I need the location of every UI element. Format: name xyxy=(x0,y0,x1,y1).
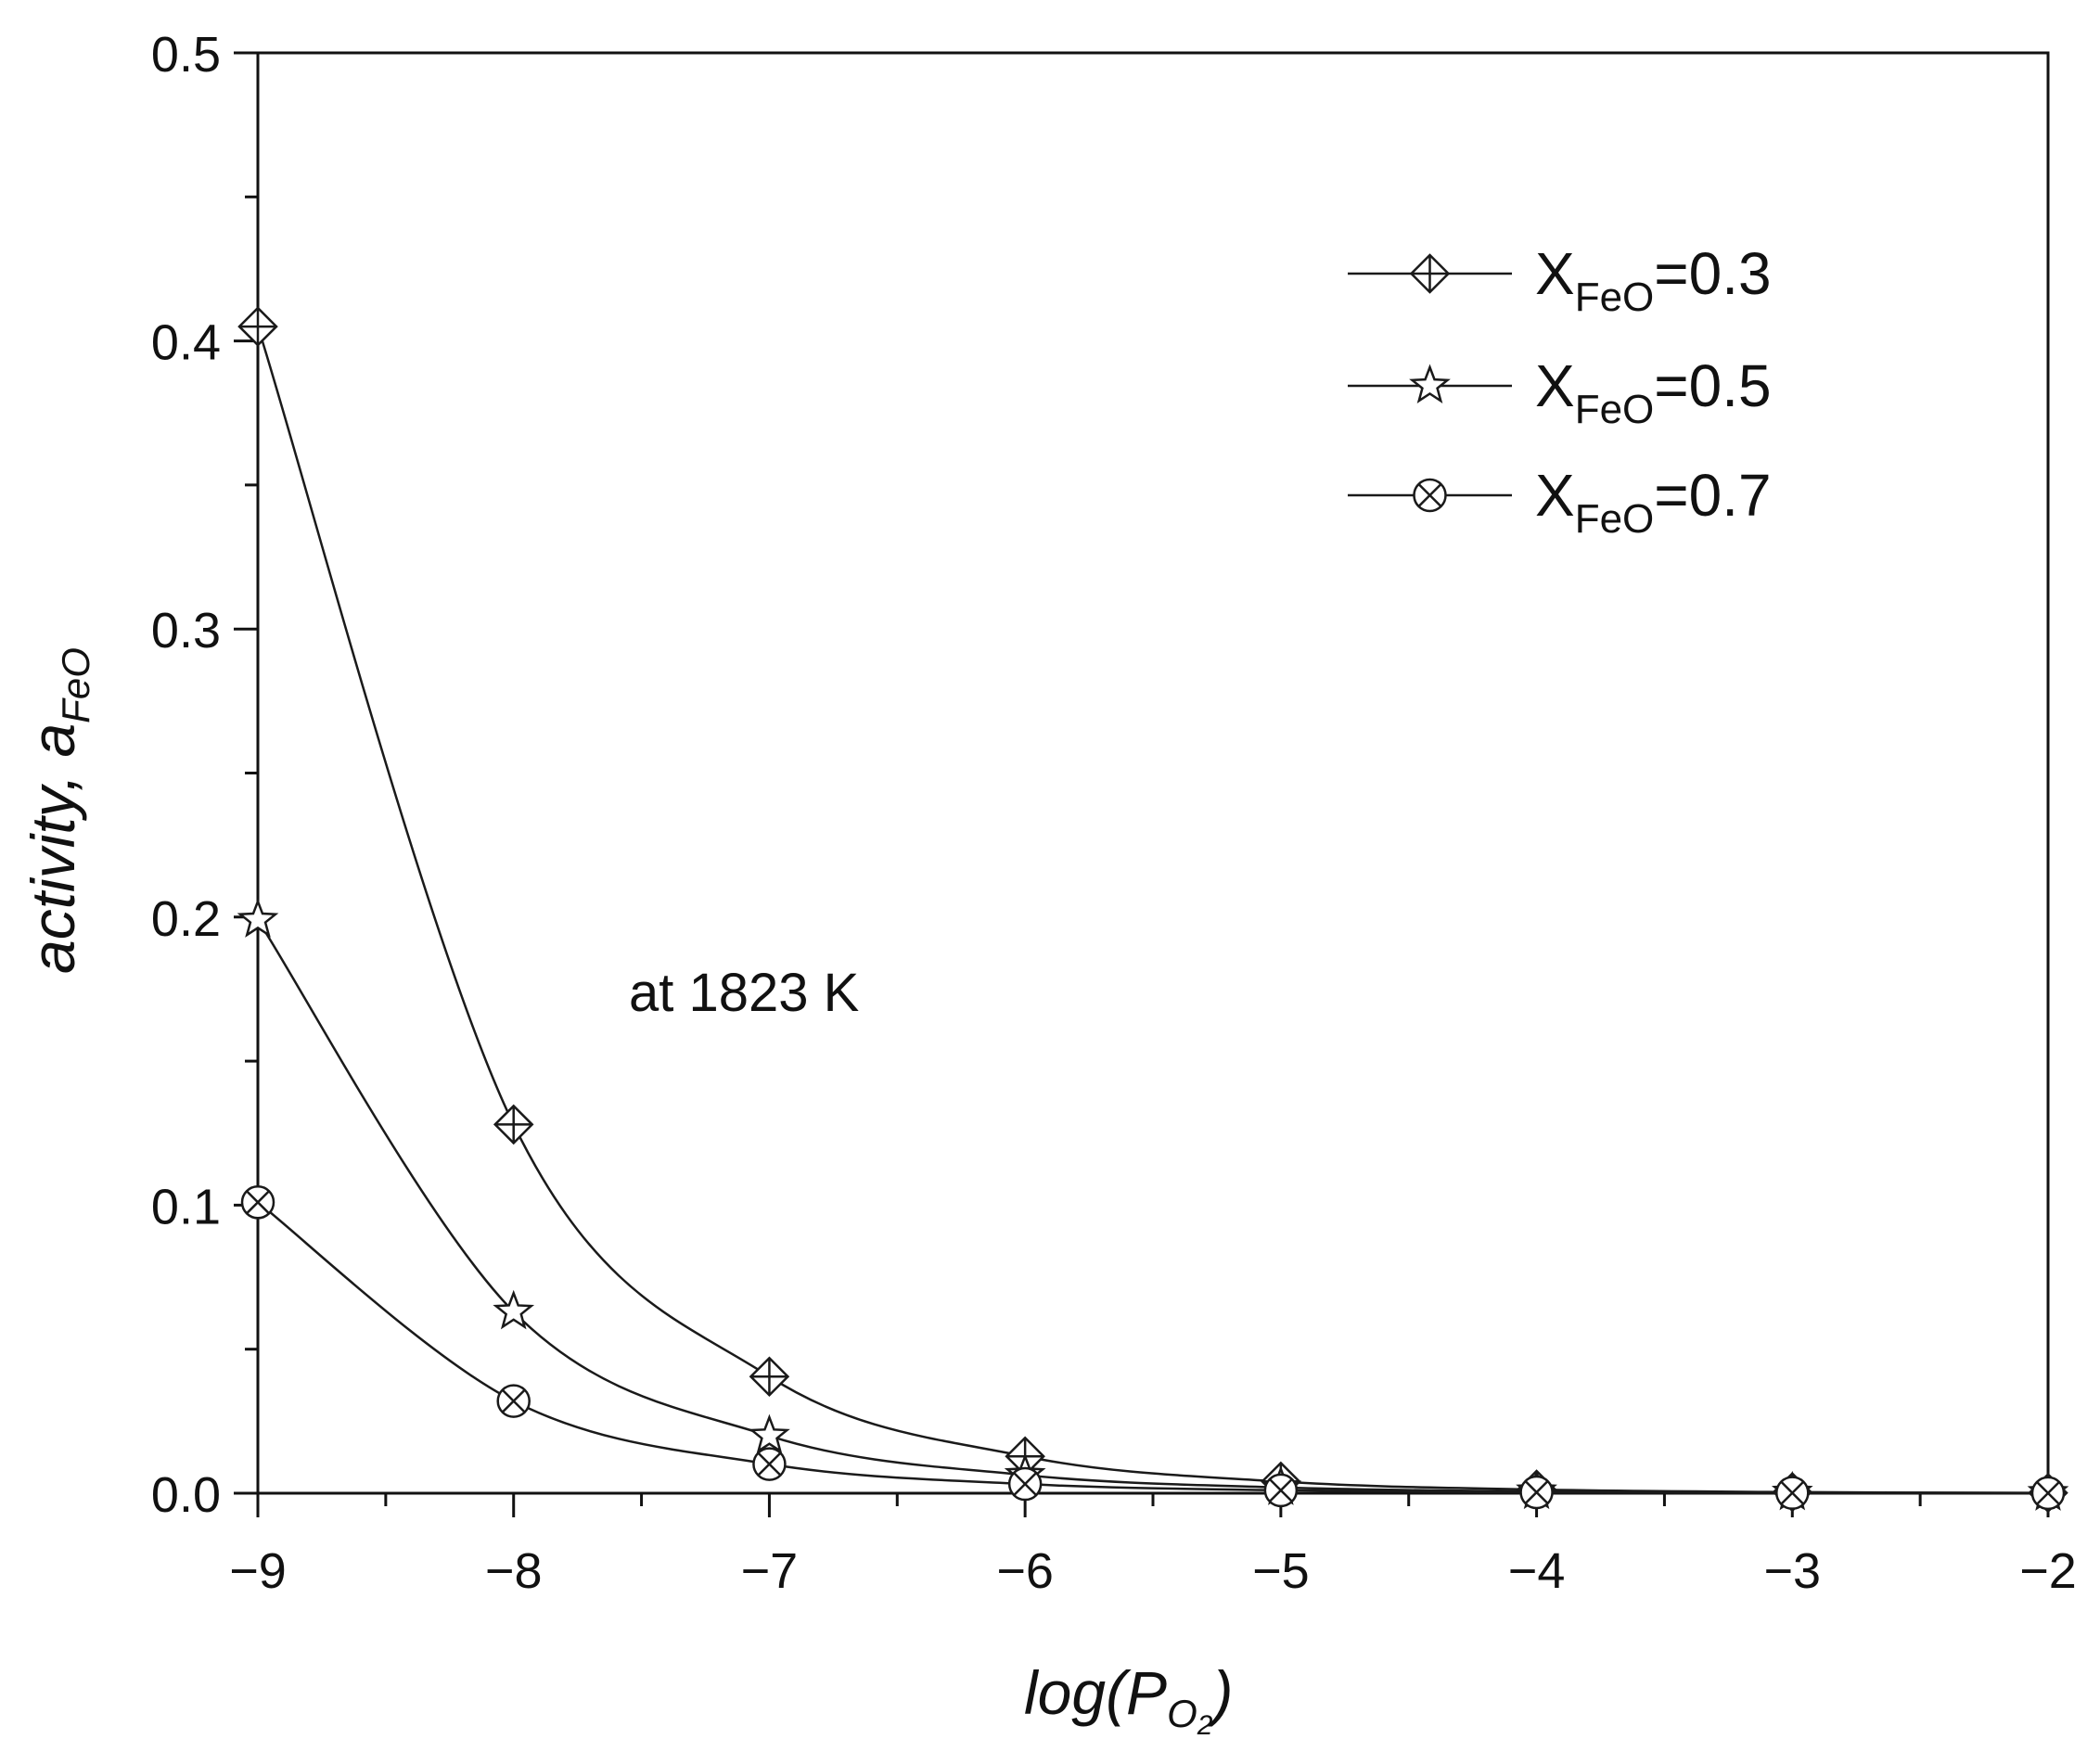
legend-item-3: XFeO=0.7 xyxy=(1348,462,1772,542)
axis-tick-labels: −9 −8 −7 −6 −5 −4 −3 −2 0.0 0.1 0.2 0.3 0.4 0.5 xyxy=(151,27,2077,1599)
series-line-3 xyxy=(257,1201,2049,1495)
series-1-point xyxy=(237,306,278,347)
y-tick-label: 0.3 xyxy=(151,603,221,659)
legend-label-sub: FeO xyxy=(1575,387,1655,432)
legend-label-value: =0.7 xyxy=(1654,462,1771,529)
marker-x-b xyxy=(246,1190,270,1215)
marker-star-shape xyxy=(1409,364,1451,404)
legend-label-value: =0.3 xyxy=(1654,240,1771,307)
series-2-point xyxy=(237,898,279,938)
x-axis-title: log(PO2) xyxy=(1024,1658,1233,1739)
x-tick-label: −7 xyxy=(741,1543,799,1599)
x-axis-title-sub: O xyxy=(1167,1692,1197,1735)
y-axis-title-main: activity, a xyxy=(19,723,87,974)
legend-label-main: X xyxy=(1535,462,1575,529)
legend-item-2: XFeO=0.5 xyxy=(1348,352,1772,432)
x-tick-label: −2 xyxy=(2019,1543,2077,1599)
legend-label: XFeO=0.5 xyxy=(1535,352,1772,432)
x-tick-label: −5 xyxy=(1252,1543,1310,1599)
series-2-point xyxy=(749,1413,790,1454)
series-3-point xyxy=(1007,1466,1043,1502)
x-axis-title-sub2: 2 xyxy=(1197,1710,1213,1739)
marker-star-shape xyxy=(493,1289,535,1330)
y-tick-label: 0.5 xyxy=(151,27,221,83)
legend-label-value: =0.5 xyxy=(1654,352,1771,419)
marker-x-b xyxy=(1013,1472,1038,1496)
legend-item-1: XFeO=0.3 xyxy=(1348,240,1772,320)
x-tick-label: −3 xyxy=(1763,1543,1821,1599)
x-tick-label: −4 xyxy=(1508,1543,1566,1599)
legend-label-main: X xyxy=(1535,352,1575,419)
legend-label-main: X xyxy=(1535,240,1575,307)
series-3-point xyxy=(240,1185,275,1220)
legend-label: XFeO=0.7 xyxy=(1535,462,1772,542)
temperature-annotation: at 1823 K xyxy=(629,963,860,1023)
marker-x-b xyxy=(1524,1480,1549,1504)
y-tick-label: 0.2 xyxy=(151,891,221,947)
axis-ticks xyxy=(234,51,2050,1517)
x-tick-label: −8 xyxy=(485,1543,543,1599)
legend-marker xyxy=(1409,364,1451,404)
series-2-point xyxy=(493,1289,535,1330)
plot-border xyxy=(256,51,2050,1495)
legend-label-sub: FeO xyxy=(1575,496,1655,542)
series-markers xyxy=(237,306,2069,1514)
y-tick-label: 0.4 xyxy=(151,315,221,371)
y-axis-title: activity, aFeO xyxy=(19,647,97,974)
y-tick-label: 0.1 xyxy=(151,1179,221,1234)
series-line-1 xyxy=(256,326,2049,1494)
series-3-point xyxy=(1263,1473,1299,1508)
marker-x-b xyxy=(1268,1477,1293,1502)
marker-star-shape xyxy=(237,898,279,938)
legend-marker xyxy=(1413,478,1447,513)
series-3-point xyxy=(1775,1476,1810,1510)
series-3-point xyxy=(752,1447,787,1481)
series-1-point xyxy=(493,1104,534,1145)
series-3-point xyxy=(2030,1476,2066,1511)
series-3-point xyxy=(1519,1475,1554,1510)
marker-x-b xyxy=(2036,1480,2060,1505)
series-1-point xyxy=(749,1356,790,1397)
x-tick-label: −6 xyxy=(996,1543,1054,1599)
x-tick-label: −9 xyxy=(229,1543,287,1599)
series-3-point xyxy=(496,1384,531,1418)
marker-x-b xyxy=(501,1388,526,1413)
marker-star-shape xyxy=(749,1413,790,1454)
marker-x-b xyxy=(757,1451,782,1477)
x-axis-title-main: log(P xyxy=(1024,1658,1167,1727)
series-lines xyxy=(256,326,2049,1495)
y-axis-title-sub: FeO xyxy=(54,647,97,723)
y-tick-label: 0.0 xyxy=(151,1467,221,1523)
legend-label: XFeO=0.3 xyxy=(1535,240,1772,320)
marker-x-b xyxy=(1780,1480,1805,1505)
plot-frame xyxy=(256,51,2050,1495)
legend-marker xyxy=(1409,253,1451,294)
marker-x-b xyxy=(1417,483,1442,507)
legend-label-sub: FeO xyxy=(1575,275,1655,320)
